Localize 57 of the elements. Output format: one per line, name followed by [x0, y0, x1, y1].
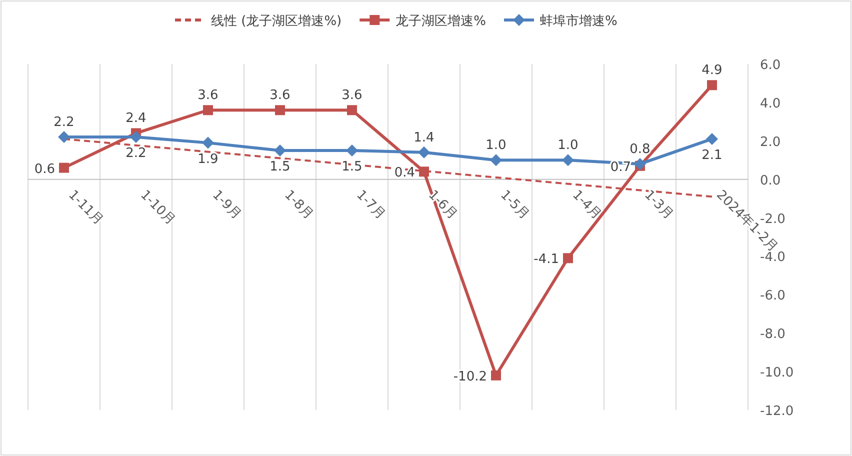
data-label: 1.0 — [558, 138, 578, 154]
data-label: 2.2 — [54, 115, 74, 130]
point — [203, 105, 213, 116]
x-tick-label: 1-4月 — [569, 188, 604, 222]
y-tick-label: -6.0 — [760, 288, 786, 304]
data-label: 3.6 — [270, 88, 290, 104]
point — [490, 154, 502, 166]
data-label: 1.5 — [270, 160, 290, 174]
x-tick-label: 1-7月 — [353, 188, 388, 222]
data-label: 4.9 — [702, 63, 722, 78]
data-label: 3.6 — [342, 88, 362, 104]
y-tick-label: 4.0 — [760, 96, 781, 112]
legend-label: 蚌埠市增速% — [540, 14, 618, 29]
data-label: 0.8 — [630, 142, 650, 157]
x-tick-label: 1-3月 — [641, 188, 676, 222]
data-label: 2.1 — [702, 148, 722, 163]
point — [274, 144, 286, 156]
point — [346, 144, 358, 156]
x-tick-label: 1-5月 — [497, 188, 532, 222]
point — [130, 131, 142, 144]
data-label: 0.4 — [394, 166, 415, 181]
point — [275, 105, 285, 116]
y-tick-label: 6.0 — [760, 58, 781, 73]
point — [707, 80, 717, 90]
y-tick-label: 0.0 — [760, 173, 781, 188]
data-label: 2.4 — [126, 111, 146, 126]
point — [634, 158, 646, 170]
y-tick-label: -2.0 — [760, 212, 786, 227]
point — [419, 166, 429, 177]
data-label: 3.6 — [198, 88, 218, 104]
legend-label: 线性 (龙子湖区增速%) — [211, 14, 342, 29]
y-tick-label: -10.0 — [760, 366, 794, 381]
x-tick-label: 1-8月 — [281, 188, 316, 222]
point — [491, 370, 501, 380]
point — [58, 131, 70, 144]
data-label: 0.7 — [610, 160, 631, 175]
legend-label: 龙子湖区增速% — [396, 14, 486, 29]
point — [418, 146, 430, 158]
x-tick-label: 1-9月 — [209, 188, 244, 222]
data-label: 1.4 — [414, 130, 434, 146]
y-tick-label: -12.0 — [760, 404, 794, 419]
x-tick-label: 1-6月 — [425, 188, 460, 222]
y-tick-label: -4.0 — [760, 250, 786, 266]
data-label: -10.2 — [453, 369, 487, 384]
point — [59, 162, 69, 173]
data-label: 1.9 — [198, 152, 218, 167]
data-label: -4.1 — [534, 252, 559, 268]
y-tick-label: -8.0 — [760, 327, 786, 342]
point — [563, 253, 573, 264]
point — [706, 132, 718, 145]
y-tick-label: 2.0 — [760, 134, 781, 150]
point — [562, 154, 574, 166]
point — [347, 105, 357, 116]
data-label: 0.6 — [34, 162, 55, 177]
data-label: 2.2 — [126, 146, 146, 162]
data-label: 1.0 — [486, 138, 506, 154]
point — [202, 136, 214, 149]
